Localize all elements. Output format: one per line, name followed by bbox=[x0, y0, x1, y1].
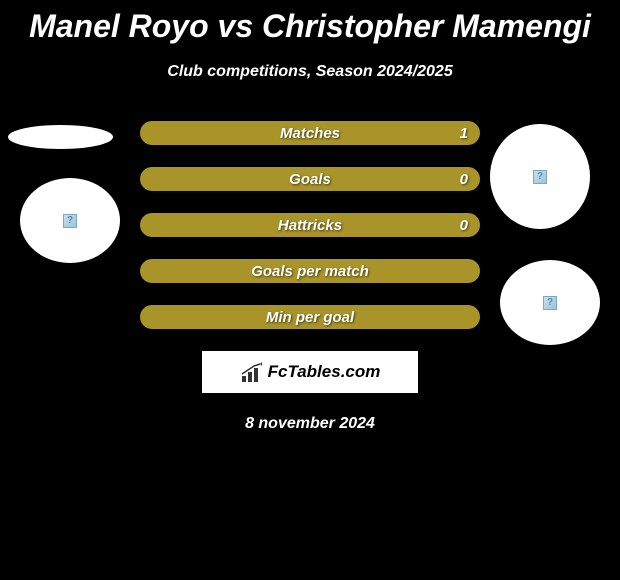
logo-box[interactable]: FcTables.com bbox=[202, 351, 418, 393]
stat-row-goals: Goals 0 bbox=[140, 167, 480, 191]
footer-date: 8 november 2024 bbox=[0, 415, 620, 433]
stats-area: Matches 1 Goals 0 Hattricks 0 Goals per … bbox=[0, 121, 620, 329]
stat-label: Goals bbox=[289, 171, 331, 188]
stat-value-right: 1 bbox=[460, 125, 468, 142]
stat-label: Min per goal bbox=[266, 309, 354, 326]
page-subtitle: Club competitions, Season 2024/2025 bbox=[0, 63, 620, 81]
stat-row-goals-per-match: Goals per match bbox=[140, 259, 480, 283]
stat-rows: Matches 1 Goals 0 Hattricks 0 Goals per … bbox=[140, 121, 480, 329]
stat-row-hattricks: Hattricks 0 bbox=[140, 213, 480, 237]
page-title: Manel Royo vs Christopher Mamengi bbox=[0, 0, 620, 45]
logo-text: FcTables.com bbox=[268, 362, 381, 382]
stat-row-matches: Matches 1 bbox=[140, 121, 480, 145]
stat-value-right: 0 bbox=[460, 171, 468, 188]
stat-label: Matches bbox=[280, 125, 340, 142]
stat-value-right: 0 bbox=[460, 217, 468, 234]
stat-label: Hattricks bbox=[278, 217, 342, 234]
chart-icon bbox=[240, 362, 264, 382]
stat-row-min-per-goal: Min per goal bbox=[140, 305, 480, 329]
stat-label: Goals per match bbox=[251, 263, 369, 280]
